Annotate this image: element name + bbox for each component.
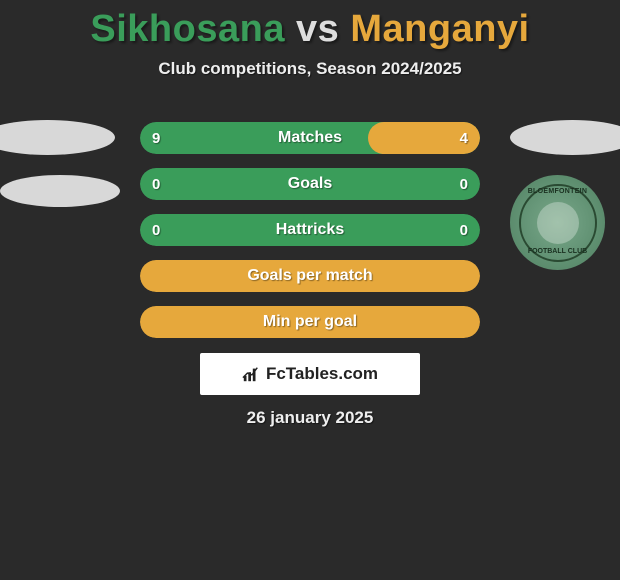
stat-row-matches: 9 Matches 4: [140, 122, 480, 154]
vs-text: vs: [296, 8, 339, 50]
stat-row-hattricks: 0 Hattricks 0: [140, 214, 480, 246]
date-label: 26 january 2025: [0, 408, 620, 428]
player1-name: Sikhosana: [90, 8, 285, 50]
player2-name: Manganyi: [350, 8, 529, 50]
stat-label: Goals: [140, 168, 480, 200]
club-badge-inner: BLOEMFONTEIN FOOTBALL CLUB: [519, 184, 597, 262]
stats-bars: 9 Matches 4 0 Goals 0 0 Hattricks 0 Goal…: [140, 122, 480, 352]
stat-right-value: 0: [460, 214, 468, 246]
chart-icon: [242, 365, 260, 383]
comparison-title: Sikhosana vs Manganyi: [0, 0, 620, 51]
source-logo[interactable]: FcTables.com: [200, 353, 420, 395]
stat-label: Min per goal: [140, 306, 480, 338]
badge-center-icon: [537, 202, 579, 244]
player2-avatar-placeholder: [510, 120, 620, 155]
stat-label: Matches: [140, 122, 480, 154]
stat-row-goals: 0 Goals 0: [140, 168, 480, 200]
badge-top-text: BLOEMFONTEIN: [528, 188, 588, 195]
player1-avatar-placeholder: [0, 120, 115, 155]
stat-row-min-per-goal: Min per goal: [140, 306, 480, 338]
club-badge: BLOEMFONTEIN FOOTBALL CLUB: [510, 175, 605, 270]
stat-right-value: 4: [460, 122, 468, 154]
subtitle: Club competitions, Season 2024/2025: [0, 59, 620, 79]
stat-row-goals-per-match: Goals per match: [140, 260, 480, 292]
logo-text: FcTables.com: [266, 364, 378, 384]
stat-right-value: 0: [460, 168, 468, 200]
badge-bottom-text: FOOTBALL CLUB: [528, 248, 587, 255]
stat-label: Hattricks: [140, 214, 480, 246]
stat-label: Goals per match: [140, 260, 480, 292]
player1-club-placeholder: [0, 175, 120, 207]
